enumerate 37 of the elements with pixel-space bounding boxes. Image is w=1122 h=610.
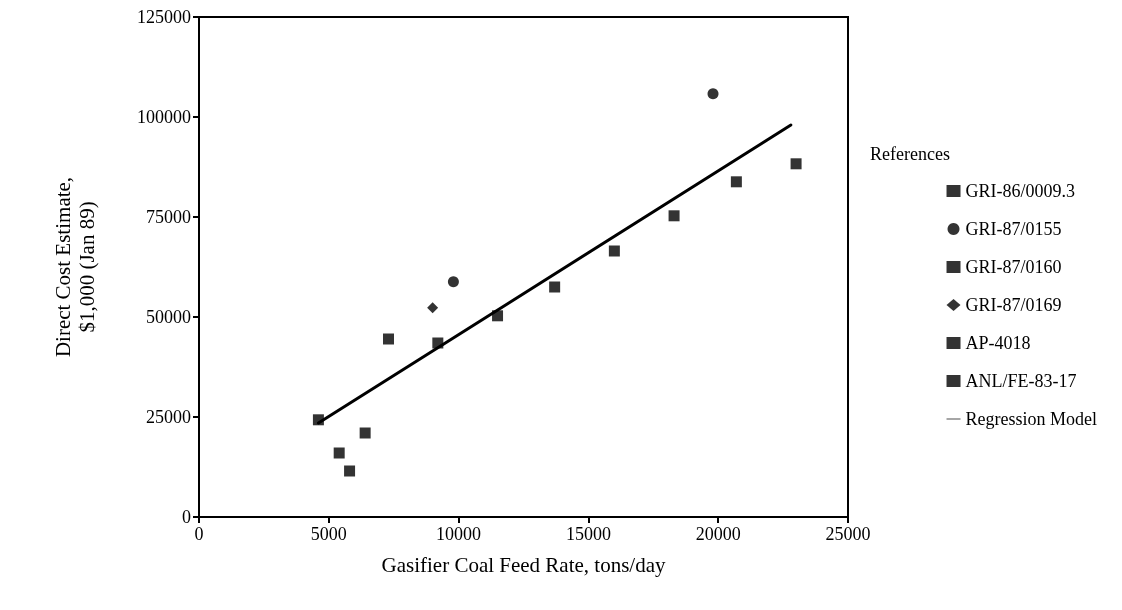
point bbox=[344, 465, 356, 477]
legend-label: AP-4018 bbox=[965, 333, 1031, 353]
y-tick-label: 50000 bbox=[146, 307, 191, 327]
point bbox=[432, 337, 444, 349]
x-tick-label: 15000 bbox=[565, 524, 611, 544]
legend-label: GRI-86/0009.3 bbox=[965, 181, 1076, 201]
legend-label: ANL/FE-83-17 bbox=[965, 371, 1077, 391]
point bbox=[790, 158, 802, 170]
legend-label: GRI-87/0155 bbox=[965, 219, 1062, 239]
legend-label: GRI-87/0169 bbox=[965, 295, 1062, 315]
point bbox=[312, 414, 324, 426]
point bbox=[549, 281, 561, 293]
point bbox=[608, 245, 620, 257]
point bbox=[492, 310, 504, 322]
x-tick-label: 10000 bbox=[436, 524, 482, 544]
point bbox=[730, 176, 742, 188]
point bbox=[447, 276, 459, 288]
legend-label: Regression Model bbox=[965, 409, 1097, 429]
point bbox=[707, 88, 719, 100]
point bbox=[383, 333, 395, 345]
x-tick-label: 5000 bbox=[310, 524, 347, 544]
legend-title: References bbox=[870, 144, 951, 164]
y-tick-label: 0 bbox=[182, 507, 191, 527]
legend-label: GRI-87/0160 bbox=[965, 257, 1062, 277]
x-tick-label: 20000 bbox=[695, 524, 741, 544]
y-axis-title: Direct Cost Estimate, $1,000 (Jan 89) bbox=[51, 176, 99, 358]
point bbox=[427, 302, 439, 314]
y-tick-label: 100000 bbox=[137, 107, 191, 127]
point bbox=[668, 210, 680, 222]
y-tick-label: 25000 bbox=[146, 407, 191, 427]
point bbox=[359, 427, 371, 439]
x-tick-label: 25000 bbox=[825, 524, 871, 544]
point bbox=[333, 447, 345, 459]
x-axis-title: Gasifier Coal Feed Rate, tons/day bbox=[381, 553, 666, 577]
x-tick-label: 0 bbox=[194, 524, 204, 544]
y-tick-label: 125000 bbox=[137, 7, 191, 27]
y-tick-label: 75000 bbox=[146, 207, 191, 227]
